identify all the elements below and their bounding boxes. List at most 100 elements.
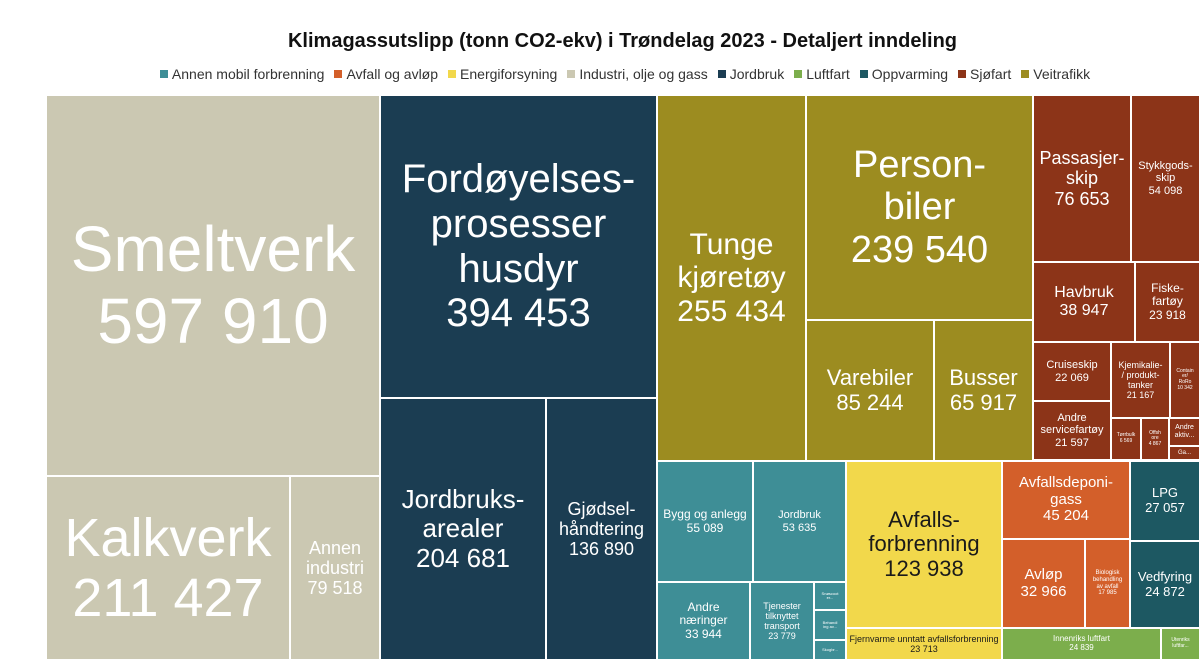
tile-label: Person- biler <box>852 143 987 229</box>
legend-swatch <box>958 70 967 78</box>
treemap-tile: Busser 65 917 <box>934 320 1033 461</box>
legend-label: Veitrafikk <box>1033 66 1091 82</box>
treemap-tile: Biologisk behandling av avfall 17 985 <box>1085 539 1130 628</box>
tile-value: 23 779 <box>768 631 796 642</box>
treemap-tile: Annen industri 79 518 <box>290 476 380 660</box>
treemap-tile: Andre næringer 33 944 <box>657 582 750 660</box>
tile-value: 79 518 <box>307 578 363 599</box>
tile-label: Stykkgods- skip <box>1138 160 1193 185</box>
tile-value: 136 890 <box>568 539 635 560</box>
tile-label: Jordbruk <box>778 509 821 522</box>
legend-label: Luftfart <box>806 66 850 82</box>
tile-label: Andre servicefartøy <box>1040 412 1104 437</box>
legend-swatch <box>567 70 576 78</box>
treemap-tile: Avfallsdeponi- gass 45 204 <box>1002 461 1130 539</box>
treemap-tile: Skogbr... <box>814 640 846 660</box>
tile-value: 32 966 <box>1020 582 1067 600</box>
legend-label: Energiforsyning <box>460 66 558 82</box>
treemap-tile: Contain er/ RoRo 10 342 <box>1170 342 1200 418</box>
treemap-tile: Tunge kjøretøy 255 434 <box>657 95 806 461</box>
legend-item: Industri, olje og gass <box>567 66 708 82</box>
treemap-tile: Gjødsel- håndtering 136 890 <box>546 398 657 660</box>
tile-label: Annen industri <box>305 537 365 578</box>
tile-value: 394 453 <box>446 291 591 336</box>
tile-label: Innenriks luftfart <box>1053 634 1110 644</box>
tile-label: Jordbruks- arealer <box>401 484 525 544</box>
tile-label: Passasjer- skip <box>1039 148 1125 189</box>
tile-value: 21 597 <box>1055 436 1089 449</box>
tile-value: 4 867 <box>1148 440 1162 447</box>
tile-value: 123 938 <box>884 555 964 581</box>
tile-value: 255 434 <box>677 294 786 328</box>
treemap-tile: Behandl ing av... <box>814 610 846 640</box>
tile-value: 204 681 <box>416 542 510 573</box>
tile-label: Andre næringer <box>679 599 728 628</box>
legend-swatch <box>717 70 726 78</box>
chart-title: Klimagassutslipp (tonn CO2-ekv) i Trønde… <box>287 30 957 52</box>
tile-value: 53 635 <box>782 521 817 534</box>
treemap-tile: Fordøyelses- prosesser husdyr 394 453 <box>380 95 657 398</box>
tile-label: Fordøyelses- prosesser husdyr <box>401 156 636 291</box>
tile-value: 24 872 <box>1145 583 1185 599</box>
tile-label: Fjernvarme unntatt avfallsforbrenning <box>849 633 999 644</box>
legend-label: Industri, olje og gass <box>579 66 708 82</box>
tile-label: Smeltverk <box>70 212 356 285</box>
treemap-tile: Fjernvarme unntatt avfallsforbrenning 23 … <box>846 628 1002 660</box>
tile-label: Havbruk <box>1054 284 1114 302</box>
tile-value: 55 089 <box>686 520 724 535</box>
tile-label: Busser <box>949 364 1018 390</box>
tile-label: Andre aktiv... <box>1174 424 1195 439</box>
treemap-tile: Varebiler 85 244 <box>806 320 934 461</box>
treemap-tile: Bygg og anlegg 55 089 <box>657 461 753 582</box>
legend-swatch <box>859 70 868 78</box>
tile-value: 38 947 <box>1059 302 1109 319</box>
tile-label: Bygg og anlegg <box>663 507 747 522</box>
legend-swatch <box>448 70 457 78</box>
treemap-tile: Innenriks luftfart 24 839 <box>1002 628 1161 660</box>
legend-item: Energiforsyning <box>448 66 557 82</box>
treemap-tile: Person- biler 239 540 <box>806 95 1033 320</box>
treemap-tile: Andre aktiv... <box>1169 418 1200 446</box>
tile-label: Varebiler <box>826 364 914 390</box>
treemap-tile: Ga... <box>1169 446 1200 460</box>
tile-label: Vedfyring <box>1137 568 1193 584</box>
tile-value: 65 917 <box>949 389 1018 415</box>
tile-value: 54 098 <box>1148 184 1183 197</box>
treemap-tile: Andre servicefartøy 21 597 <box>1033 401 1111 460</box>
tile-value: 239 540 <box>850 228 989 271</box>
legend-label: Annen mobil forbrenning <box>171 66 325 82</box>
treemap-tile: Smeltverk 597 910 <box>46 95 380 476</box>
treemap-tile: Avløp 32 966 <box>1002 539 1085 628</box>
legend-swatch <box>1021 70 1030 78</box>
legend-label: Sjøfart <box>970 66 1012 82</box>
legend-item: Luftfart <box>794 66 850 82</box>
treemap-tile: LPG 27 057 <box>1130 461 1200 541</box>
tile-value: 76 653 <box>1054 188 1110 209</box>
tile-label: Biologisk behandling av avfall <box>1092 570 1123 590</box>
treemap-tile: Snøscoot er... <box>814 582 846 610</box>
tile-value: 22 069 <box>1055 371 1089 384</box>
tile-value: 21 167 <box>1126 390 1155 401</box>
legend-label: Avfall og avløp <box>346 66 439 82</box>
treemap-tile: Stykkgods- skip 54 098 <box>1131 95 1200 262</box>
tile-value: 24 839 <box>1069 643 1094 652</box>
tile-value: 85 244 <box>836 389 904 415</box>
tile-label: Ga... <box>1177 449 1191 456</box>
treemap-tile: Cruiseskip 22 069 <box>1033 342 1111 401</box>
legend-item: Annen mobil forbrenning <box>159 66 325 82</box>
tile-label: Fiske- fartøy <box>1151 280 1184 309</box>
treemap-tile: Tjenester tilknyttet transport 23 779 <box>750 582 814 660</box>
legend-item: Sjøfart <box>958 66 1011 82</box>
treemap-tile: Kalkverk 211 427 <box>46 476 290 660</box>
tile-label: Tunge kjøretøy <box>677 227 786 295</box>
treemap-tile: Jordbruk 53 635 <box>753 461 846 582</box>
tile-value: 23 713 <box>910 644 938 654</box>
treemap-tile: Offsh ore 4 867 <box>1141 418 1169 460</box>
tile-label: Cruiseskip <box>1046 359 1098 372</box>
tile-label: Tjenester tilknyttet transport <box>763 600 801 631</box>
tile-value: 33 944 <box>685 626 722 641</box>
tile-value: 211 427 <box>72 568 264 628</box>
tile-label: Utenriks luftfar... <box>1171 637 1190 649</box>
tile-value: 6 569 <box>1119 438 1133 444</box>
tile-label: Contain er/ RoRo <box>1176 367 1194 385</box>
